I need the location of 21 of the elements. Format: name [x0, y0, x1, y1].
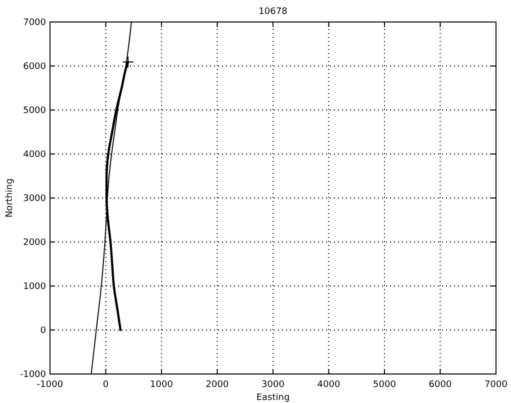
- x-axis-title: Easting: [256, 393, 290, 403]
- chart-title: 10678: [258, 7, 288, 17]
- y-tick-label: -1000: [20, 370, 46, 380]
- x-tick-label: 6000: [428, 380, 452, 390]
- x-tick-label: 1000: [150, 380, 174, 390]
- x-tick-label: 3000: [262, 380, 285, 390]
- x-tick-label: -1000: [36, 380, 64, 390]
- x-tick-label: 0: [102, 380, 109, 390]
- y-tick-label: 0: [40, 326, 46, 336]
- y-tick-label: 6000: [23, 62, 46, 72]
- y-axis-title: Northing: [5, 178, 15, 218]
- y-tick-label: 5000: [23, 106, 46, 116]
- y-tick-label: 4000: [23, 150, 46, 160]
- x-tick-label: 7000: [484, 380, 508, 390]
- y-tick-label: 3000: [23, 194, 46, 204]
- x-tick-label: 2000: [206, 380, 229, 390]
- y-tick-label: 1000: [23, 282, 46, 292]
- x-tick-label: 4000: [317, 380, 340, 390]
- y-tick-label: 7000: [23, 18, 46, 28]
- x-tick-label: 5000: [373, 380, 396, 390]
- y-tick-label: 2000: [23, 238, 46, 248]
